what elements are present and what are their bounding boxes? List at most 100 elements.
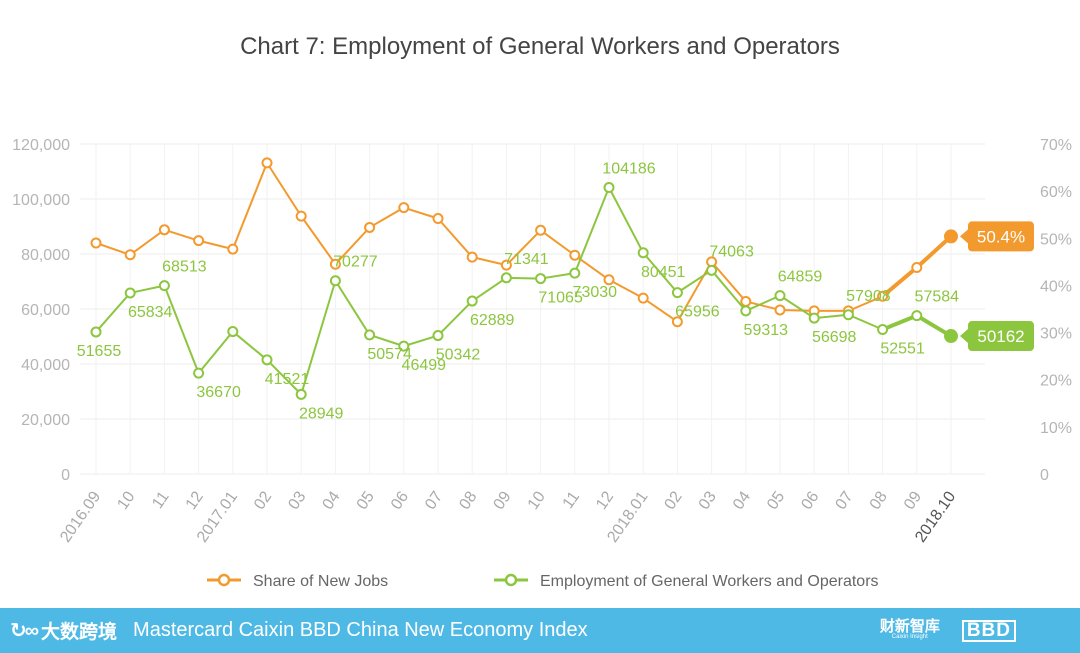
data-point (261, 157, 273, 169)
data-point (911, 310, 923, 322)
x-tick-label: 10 (114, 488, 138, 512)
y-right-tick-label: 40% (1040, 278, 1072, 295)
series-layer (90, 157, 958, 400)
y-left-tick-label: 40,000 (21, 357, 70, 374)
data-point (500, 259, 512, 271)
data-point (637, 292, 649, 304)
data-label: 50574 (367, 346, 412, 363)
series-line-0 (95, 161, 883, 323)
y-right-tick-label: 30% (1040, 326, 1072, 343)
x-tick-label: 04 (730, 488, 754, 512)
data-label: 70277 (333, 254, 378, 271)
end-label-text: 50162 (977, 327, 1024, 346)
data-label: 28949 (299, 405, 344, 422)
x-tick-label: 11 (149, 488, 173, 511)
y-left-tick-label: 0 (61, 467, 70, 484)
data-label: 104186 (602, 160, 655, 177)
x-tick-label: 02 (251, 488, 275, 512)
caixin-logo-text: 财新智库 (879, 618, 940, 635)
data-point (227, 243, 239, 255)
data-point (740, 305, 752, 317)
data-point (603, 181, 615, 193)
data-label: 80451 (641, 264, 686, 281)
data-point (432, 330, 444, 342)
data-point (774, 290, 786, 302)
legend-marker-share (217, 573, 231, 587)
end-label-badge (968, 221, 1034, 252)
y-right-tick-label: 20% (1040, 373, 1072, 390)
data-label: 57584 (915, 289, 960, 306)
data-label: 65956 (675, 304, 720, 321)
data-label: 71065 (538, 290, 583, 307)
data-point (295, 388, 307, 400)
x-tick-label: 2016.09 (57, 488, 104, 545)
series-line-1 (95, 186, 883, 396)
data-point (535, 224, 547, 236)
caixin-logo-sub: Caixin Insight (891, 634, 928, 640)
data-point (944, 229, 958, 244)
data-point (193, 367, 205, 379)
data-point (158, 224, 170, 236)
data-point (706, 264, 718, 276)
x-tick-label: 06 (388, 488, 412, 512)
data-point (466, 295, 478, 307)
y-left-tick-label: 60,000 (21, 302, 70, 319)
data-point (466, 251, 478, 263)
legend-marker-employment (504, 573, 518, 587)
data-point (500, 272, 512, 284)
data-point (364, 221, 376, 233)
data-point (261, 354, 273, 366)
x-tick-label: 05 (764, 488, 788, 512)
x-tick-label: 12 (593, 488, 617, 512)
legend-item-employment[interactable]: Employment of General Workers and Operat… (494, 573, 879, 590)
data-label: 50342 (436, 347, 481, 364)
x-tick-label: 05 (354, 488, 378, 512)
grid (80, 143, 985, 475)
end-label-pointer (960, 229, 968, 244)
data-label: 74063 (709, 243, 754, 260)
data-label: 59313 (744, 322, 789, 339)
data-label: 46499 (402, 357, 447, 374)
end-label-text: 50.4% (977, 227, 1025, 246)
data-point (637, 247, 649, 259)
y-left-tick-label: 120,000 (12, 137, 70, 154)
y-right-tick-label: 0 (1040, 467, 1049, 484)
x-tick-label: 07 (422, 488, 446, 512)
line-chart: Chart 7: Employment of General Workers a… (12, 33, 1072, 590)
data-point (329, 275, 341, 287)
end-label-badge (968, 321, 1034, 352)
data-point (774, 304, 786, 316)
data-label: 64859 (778, 269, 823, 286)
y-right-tick-label: 60% (1040, 184, 1072, 201)
data-point (877, 323, 889, 335)
data-point (808, 312, 820, 324)
data-point (911, 262, 923, 274)
x-tick-label: 08 (456, 488, 480, 512)
legend: Share of New Jobs Employment of General … (207, 573, 879, 590)
x-tick-label: 04 (320, 488, 344, 512)
data-point (944, 329, 958, 344)
data-point (329, 258, 341, 270)
data-labels: 51655 65834 68513 36670 41521 28949 70277 50574… (77, 160, 959, 422)
data-label: 65834 (128, 304, 173, 321)
data-point (193, 235, 205, 247)
chart-title: Chart 7: Employment of General Workers a… (240, 33, 840, 60)
data-label: 71341 (504, 251, 549, 268)
y-axis-right: 0 10% 20% 30% 40% 50% 60% 70% (1040, 137, 1072, 484)
data-point (569, 249, 581, 261)
legend-item-share[interactable]: Share of New Jobs (207, 573, 388, 590)
y-right-tick-label: 70% (1040, 137, 1072, 154)
data-point (740, 295, 752, 307)
x-tick-label: 02 (662, 488, 686, 512)
data-label: 73030 (573, 284, 618, 301)
y-left-tick-label: 20,000 (21, 412, 70, 429)
x-tick-label: 11 (560, 488, 584, 511)
end-label-pointer (960, 329, 968, 344)
y-left-tick-label: 100,000 (12, 192, 70, 209)
y-axis-left: 0 20,000 40,000 60,000 80,000 100,000 120,000 (12, 137, 70, 484)
x-tick-label: 09 (901, 488, 925, 512)
x-tick-label: 03 (285, 488, 309, 512)
x-tick-label: 10 (525, 488, 549, 512)
data-point (877, 290, 889, 302)
